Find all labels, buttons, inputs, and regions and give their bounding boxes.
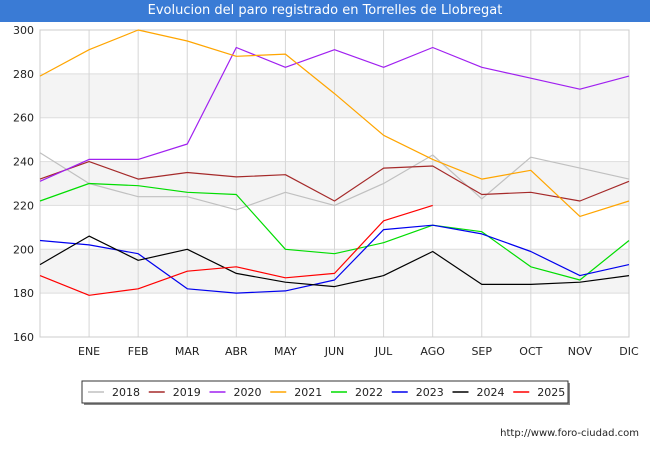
series-line-2019 <box>39 161 630 202</box>
legend-label-2025: 2025 <box>537 386 565 399</box>
plot-border <box>39 29 630 338</box>
y-tick-label: 180 <box>13 287 34 300</box>
y-tick-label: 280 <box>13 68 34 81</box>
y-axis-ticks: 160 180 200 220 240 260 280 300 <box>13 24 34 344</box>
y-tick-label: 260 <box>13 112 34 125</box>
x-tick-label: OCT <box>519 345 542 358</box>
legend-box <box>81 380 569 404</box>
legend-label-2022: 2022 <box>355 386 383 399</box>
x-axis-ticks: ENE FEB MAR ABR MAY JUN JUL AGO SEP OCT NOV DIC <box>78 345 639 358</box>
series-line-2023 <box>39 224 630 294</box>
series-line-2025 <box>39 204 433 296</box>
legend-label-2019: 2019 <box>173 386 201 399</box>
legend-label-2024: 2024 <box>477 386 505 399</box>
x-tick-label: MAY <box>274 345 297 358</box>
chart-title: Evolucion del paro registrado en Torrell… <box>0 0 650 22</box>
legend-label-2021: 2021 <box>294 386 322 399</box>
series-line-2018 <box>39 152 630 211</box>
x-tick-label: ENE <box>78 345 100 358</box>
x-tick-label: DIC <box>619 345 639 358</box>
y-tick-label: 200 <box>13 243 34 256</box>
series-line-2024 <box>39 235 630 288</box>
legend: 2018 2019 2020 2021 2022 2023 2024 2025 <box>81 380 570 405</box>
series-lines <box>39 29 630 296</box>
x-tick-label: JUN <box>324 345 345 358</box>
legend-label-2018: 2018 <box>112 386 140 399</box>
y-tick-label: 240 <box>13 156 34 169</box>
series-line-2020 <box>39 46 630 182</box>
series-line-2021 <box>39 29 630 217</box>
x-tick-label: FEB <box>128 345 149 358</box>
y-tick-label: 220 <box>13 199 34 212</box>
y-tick-label: 300 <box>13 24 34 37</box>
x-tick-label: MAR <box>175 345 200 358</box>
y-tick-label: 160 <box>13 331 34 344</box>
x-tick-label: AGO <box>420 345 445 358</box>
x-tick-label: ABR <box>225 345 248 358</box>
x-tick-label: SEP <box>471 345 492 358</box>
legend-label-2023: 2023 <box>416 386 444 399</box>
x-tick-label: NOV <box>568 345 593 358</box>
footer-url[interactable]: http://www.foro-ciudad.com <box>500 428 639 439</box>
series-line-2022 <box>39 182 630 281</box>
legend-label-2020: 2020 <box>234 386 262 399</box>
x-tick-label: JUL <box>374 345 393 358</box>
